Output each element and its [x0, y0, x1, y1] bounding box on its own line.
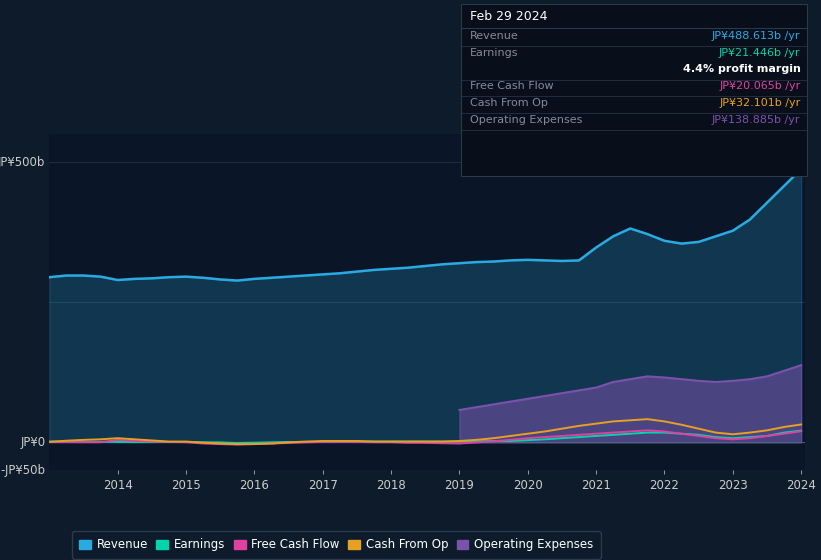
Text: Cash From Op: Cash From Op	[470, 98, 548, 108]
Text: 4.4% profit margin: 4.4% profit margin	[682, 64, 800, 74]
Text: Earnings: Earnings	[470, 48, 518, 58]
Text: JP¥488.613b /yr: JP¥488.613b /yr	[712, 31, 800, 41]
Text: JP¥138.885b /yr: JP¥138.885b /yr	[712, 115, 800, 125]
Text: Revenue: Revenue	[470, 31, 518, 41]
Text: JP¥32.101b /yr: JP¥32.101b /yr	[719, 98, 800, 108]
Text: JP¥0: JP¥0	[21, 436, 45, 449]
Text: JP¥500b: JP¥500b	[0, 156, 45, 169]
Legend: Revenue, Earnings, Free Cash Flow, Cash From Op, Operating Expenses: Revenue, Earnings, Free Cash Flow, Cash …	[72, 531, 601, 558]
Text: Free Cash Flow: Free Cash Flow	[470, 81, 553, 91]
Text: JP¥20.065b /yr: JP¥20.065b /yr	[719, 81, 800, 91]
Text: JP¥21.446b /yr: JP¥21.446b /yr	[719, 48, 800, 58]
Text: -JP¥50b: -JP¥50b	[1, 464, 45, 477]
Text: Operating Expenses: Operating Expenses	[470, 115, 582, 125]
Text: Feb 29 2024: Feb 29 2024	[470, 10, 547, 23]
